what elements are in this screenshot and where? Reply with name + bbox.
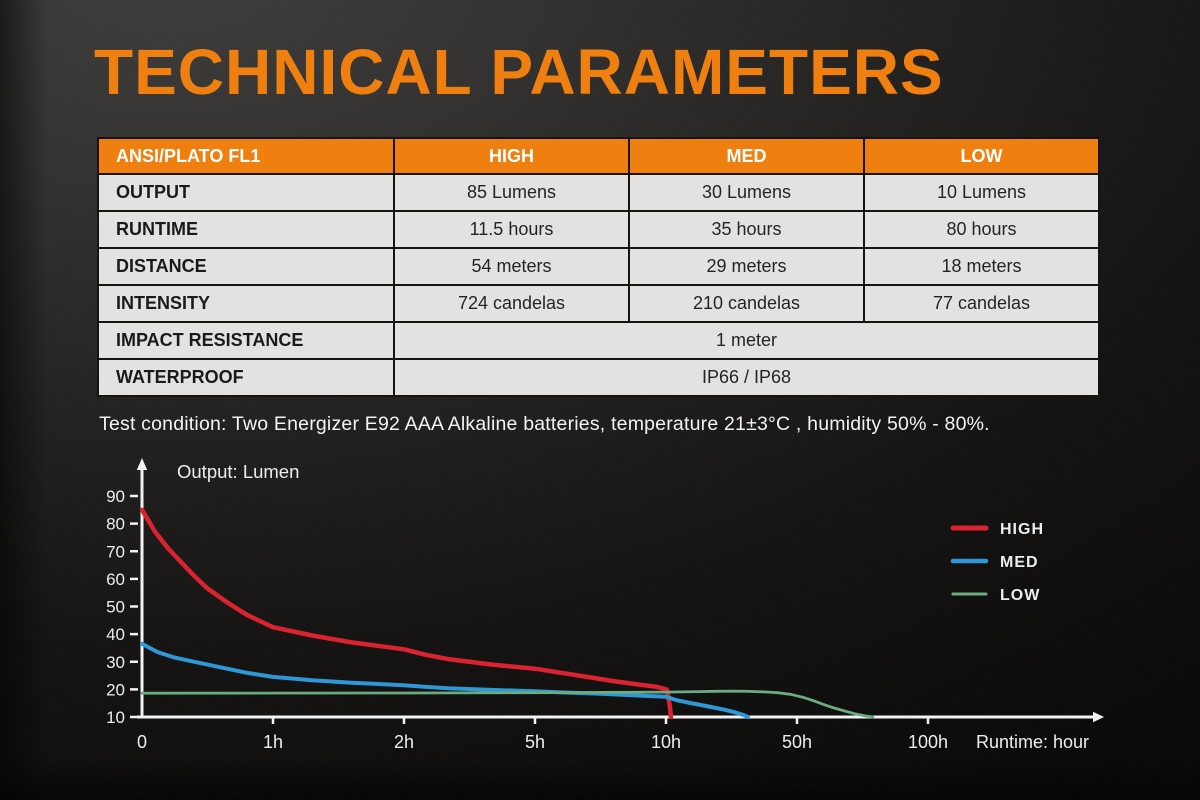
y-tick-label: 10 bbox=[106, 708, 125, 727]
table-cell: 30 Lumens bbox=[630, 175, 863, 210]
x-tick-label: 1h bbox=[263, 732, 283, 752]
series-line-med bbox=[140, 641, 750, 719]
table-row-label: WATERPROOF bbox=[99, 360, 393, 395]
x-tick-label: 100h bbox=[908, 732, 948, 752]
table-cell: 210 candelas bbox=[630, 286, 863, 321]
x-tick-label: 0 bbox=[137, 732, 147, 752]
series-line-high bbox=[139, 507, 674, 720]
x-axis-arrow-icon bbox=[1093, 711, 1104, 723]
y-tick-label: 60 bbox=[106, 570, 125, 589]
table-cell: 80 hours bbox=[865, 212, 1098, 247]
test-condition-note: Test condition: Two Energizer E92 AAA Al… bbox=[99, 413, 990, 435]
y-tick-label: 70 bbox=[106, 542, 125, 561]
x-tick-label: 2h bbox=[394, 732, 414, 752]
y-tick-label: 20 bbox=[106, 680, 125, 699]
table-cell: IP66 / IP68 bbox=[395, 360, 1098, 395]
table-row-label: RUNTIME bbox=[99, 212, 393, 247]
table-cell: 724 candelas bbox=[395, 286, 628, 321]
table-row-label: INTENSITY bbox=[99, 286, 393, 321]
x-tick-label: 10h bbox=[651, 732, 681, 752]
y-tick-label: 90 bbox=[106, 487, 125, 506]
spec-table: ANSI/PLATO FL1 HIGH MED LOW OUTPUT 85 Lumens 3… bbox=[97, 137, 1100, 397]
table-header-low: LOW bbox=[865, 139, 1098, 173]
y-tick-label: 80 bbox=[106, 515, 125, 534]
table-row-label: DISTANCE bbox=[99, 249, 393, 284]
table-cell: 54 meters bbox=[395, 249, 628, 284]
table-cell: 29 meters bbox=[630, 249, 863, 284]
table-row-label: OUTPUT bbox=[99, 175, 393, 210]
table-cell: 18 meters bbox=[865, 249, 1098, 284]
table-cell: 35 hours bbox=[630, 212, 863, 247]
y-tick-label: 40 bbox=[106, 625, 125, 644]
x-tick-label: 50h bbox=[782, 732, 812, 752]
table-cell: 1 meter bbox=[395, 323, 1098, 358]
table-header-high: HIGH bbox=[395, 139, 628, 173]
table-cell: 77 candelas bbox=[865, 286, 1098, 321]
y-axis-title: Output: Lumen bbox=[177, 461, 299, 482]
table-cell: 85 Lumens bbox=[395, 175, 628, 210]
y-tick-label: 30 bbox=[106, 653, 125, 672]
page-title: TECHNICAL PARAMETERS bbox=[94, 36, 944, 108]
legend-label-med: MED bbox=[1000, 554, 1039, 571]
legend-label-low: LOW bbox=[1000, 587, 1040, 604]
series-line-low bbox=[140, 689, 875, 719]
y-axis-arrow-icon bbox=[136, 458, 148, 470]
table-cell: 11.5 hours bbox=[395, 212, 628, 247]
table-header-standard: ANSI/PLATO FL1 bbox=[99, 139, 393, 173]
legend-label-high: HIGH bbox=[1000, 521, 1044, 538]
table-cell: 10 Lumens bbox=[865, 175, 1098, 210]
table-row-label: IMPACT RESISTANCE bbox=[99, 323, 393, 358]
x-tick-label: 5h bbox=[525, 732, 545, 752]
table-header-med: MED bbox=[630, 139, 863, 173]
y-tick-label: 50 bbox=[106, 598, 125, 617]
x-axis-title: Runtime: hour bbox=[976, 732, 1089, 752]
